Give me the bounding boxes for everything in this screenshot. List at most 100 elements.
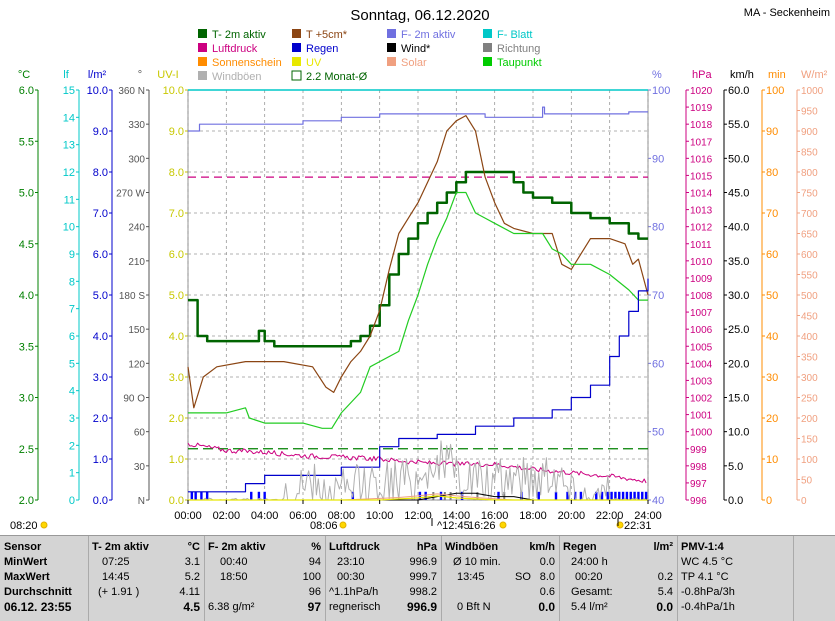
stats-col-pmv: PMV-1:4 WC 4.5 °C TP 4.1 °C -0.8hPa/3h -… bbox=[677, 536, 794, 621]
rain-bar bbox=[625, 491, 629, 500]
series-uv bbox=[188, 495, 648, 501]
wind-r2-val: 8.0 bbox=[539, 571, 555, 583]
rain-bar bbox=[606, 491, 609, 500]
axis-tick-label-solar: 50 bbox=[801, 476, 813, 487]
x-tick-label: 14:00 bbox=[443, 510, 471, 522]
sensor-min: MinWert bbox=[4, 556, 48, 568]
axis-tick-label-solar: 950 bbox=[801, 107, 818, 118]
axis-tick-label-dir: 150 bbox=[128, 325, 145, 336]
axis-tick-label-hum: 80 bbox=[652, 222, 664, 234]
x-tick-label: 16:00 bbox=[481, 510, 509, 522]
legend-swatch bbox=[198, 29, 207, 38]
axis-tick-label-leaf: 14 bbox=[63, 112, 75, 124]
axis-tick-label-uv: 9.0 bbox=[169, 126, 184, 138]
axis-tick-label-dir: 300 bbox=[128, 154, 145, 165]
wind-r1-val: 0.0 bbox=[539, 556, 555, 568]
x-tick-label: 20:00 bbox=[558, 510, 586, 522]
sensor-head: Sensor bbox=[4, 541, 42, 553]
temp-avg-note: (+ 1.91 ) bbox=[98, 586, 140, 598]
legend-swatch bbox=[198, 57, 207, 66]
wind-r4-val: 0.0 bbox=[538, 600, 555, 614]
legend-swatch bbox=[483, 57, 492, 66]
axis-tick-label-press: 1016 bbox=[690, 154, 713, 165]
legend-label: Taupunkt bbox=[497, 57, 542, 69]
axis-tick-label-wind: 0.0 bbox=[728, 495, 743, 507]
rain-bar bbox=[263, 491, 266, 500]
axis-tick-label-press: 1005 bbox=[690, 342, 713, 353]
axis-tick-label-temp: 3.0 bbox=[19, 393, 34, 405]
x-tick-label: 12:00 bbox=[404, 510, 432, 522]
temp-min-time: 07:25 bbox=[102, 556, 130, 568]
rain-bar bbox=[618, 491, 621, 500]
axis-tick-label-solar: 800 bbox=[801, 168, 818, 179]
axis-tick-label-leaf: 6 bbox=[69, 331, 75, 343]
axis-tick-label-solar: 200 bbox=[801, 414, 818, 425]
axis-tick-label-press: 1006 bbox=[690, 325, 713, 336]
hum-min-val: 94 bbox=[308, 556, 321, 568]
axis-tick-label-leaf: 8 bbox=[69, 276, 75, 288]
axis-tick-label-press: 1012 bbox=[690, 223, 713, 234]
axis-tick-label-wind: 50.0 bbox=[728, 153, 749, 165]
axis-tick-label-rain: 8.0 bbox=[93, 167, 108, 179]
legend-label: Regen bbox=[306, 43, 338, 55]
axis-tick-label-solar: 700 bbox=[801, 209, 818, 220]
series-t-2m-aktiv bbox=[188, 170, 648, 348]
legend-swatch bbox=[387, 43, 396, 52]
axis-tick-label-rain: 4.0 bbox=[93, 331, 108, 343]
axis-tick-label-leaf: 7 bbox=[69, 304, 75, 316]
rain-bar bbox=[250, 491, 253, 500]
legend-label: F- 2m aktiv bbox=[401, 29, 456, 41]
legend-swatch bbox=[198, 71, 207, 80]
legend-swatch bbox=[292, 29, 301, 38]
direction-bar bbox=[476, 492, 479, 500]
plot-area bbox=[187, 89, 649, 501]
rain-bar bbox=[566, 491, 569, 500]
axis-tick-label-solar: 450 bbox=[801, 312, 818, 323]
axis-tick-label-press: 1007 bbox=[690, 308, 713, 319]
rain-bar bbox=[537, 491, 540, 500]
legend-label: 2.2 Monat-Ø bbox=[306, 71, 368, 83]
stats-col-hum: F- 2m aktiv% 00:40 94 18:50 100 96 6.38 g/… bbox=[204, 536, 326, 621]
axis-tick-label-rain: 3.0 bbox=[93, 372, 108, 384]
axis-header-temp: °C bbox=[18, 69, 30, 81]
rain-bar bbox=[633, 491, 636, 500]
rain-bar bbox=[641, 491, 644, 500]
series-t-5cm- bbox=[187, 115, 649, 409]
axis-tick-label-sun: 40 bbox=[766, 331, 778, 343]
rain-unit: l/m² bbox=[653, 541, 673, 553]
axis-tick-label-rain: 10.0 bbox=[87, 85, 108, 97]
axis-tick-label-leaf: 15 bbox=[63, 85, 75, 97]
weather-chart: Sonntag, 06.12.2020 MA - Seckenheim T- 2… bbox=[10, 7, 830, 532]
stats-panel: Sensor MinWert MaxWert Durchschnitt 06.1… bbox=[0, 535, 835, 621]
axis-header-press: hPa bbox=[692, 69, 712, 81]
axis-tick-label-hum: 50 bbox=[652, 427, 664, 439]
x-tick-label: 22:00 bbox=[596, 510, 624, 522]
temp-min-val: 3.1 bbox=[184, 556, 200, 568]
axis-tick-label-press: 1003 bbox=[690, 376, 713, 387]
axis-tick-label-dir: 210 bbox=[128, 257, 145, 268]
hum-head: F- 2m aktiv bbox=[208, 541, 266, 553]
axis-tick-label-press: 1018 bbox=[690, 120, 713, 131]
axis-header-hum: % bbox=[652, 69, 662, 81]
x-tick-label: 18:00 bbox=[519, 510, 547, 522]
legend-label: UV bbox=[306, 57, 322, 69]
axis-tick-label-rain: 0.0 bbox=[93, 495, 108, 507]
marker-sunset: 22:31 bbox=[624, 520, 652, 532]
rain-bar bbox=[424, 491, 427, 500]
axis-tick-label-sun: 20 bbox=[766, 413, 778, 425]
station-name: MA - Seckenheim bbox=[744, 7, 830, 19]
x-tick-label: 00:00 bbox=[174, 510, 202, 522]
rain-bar bbox=[644, 491, 648, 500]
axis-tick-label-dir: 330 bbox=[128, 120, 145, 131]
axis-tick-label-hum: 70 bbox=[652, 290, 664, 302]
temp-max-val: 5.2 bbox=[184, 571, 200, 583]
x-tick-label: 06:00 bbox=[289, 510, 317, 522]
temp-unit: °C bbox=[187, 541, 200, 553]
axis-header-solar: W/m² bbox=[801, 69, 828, 81]
rain-bar bbox=[637, 491, 640, 500]
axis-tick-label-press: 1009 bbox=[690, 274, 713, 285]
axis-tick-label-press: 1015 bbox=[690, 171, 713, 182]
rain-bar bbox=[554, 491, 558, 500]
axis-tick-label-rain: 2.0 bbox=[93, 413, 108, 425]
press-max-time: 00:30 bbox=[337, 571, 365, 583]
